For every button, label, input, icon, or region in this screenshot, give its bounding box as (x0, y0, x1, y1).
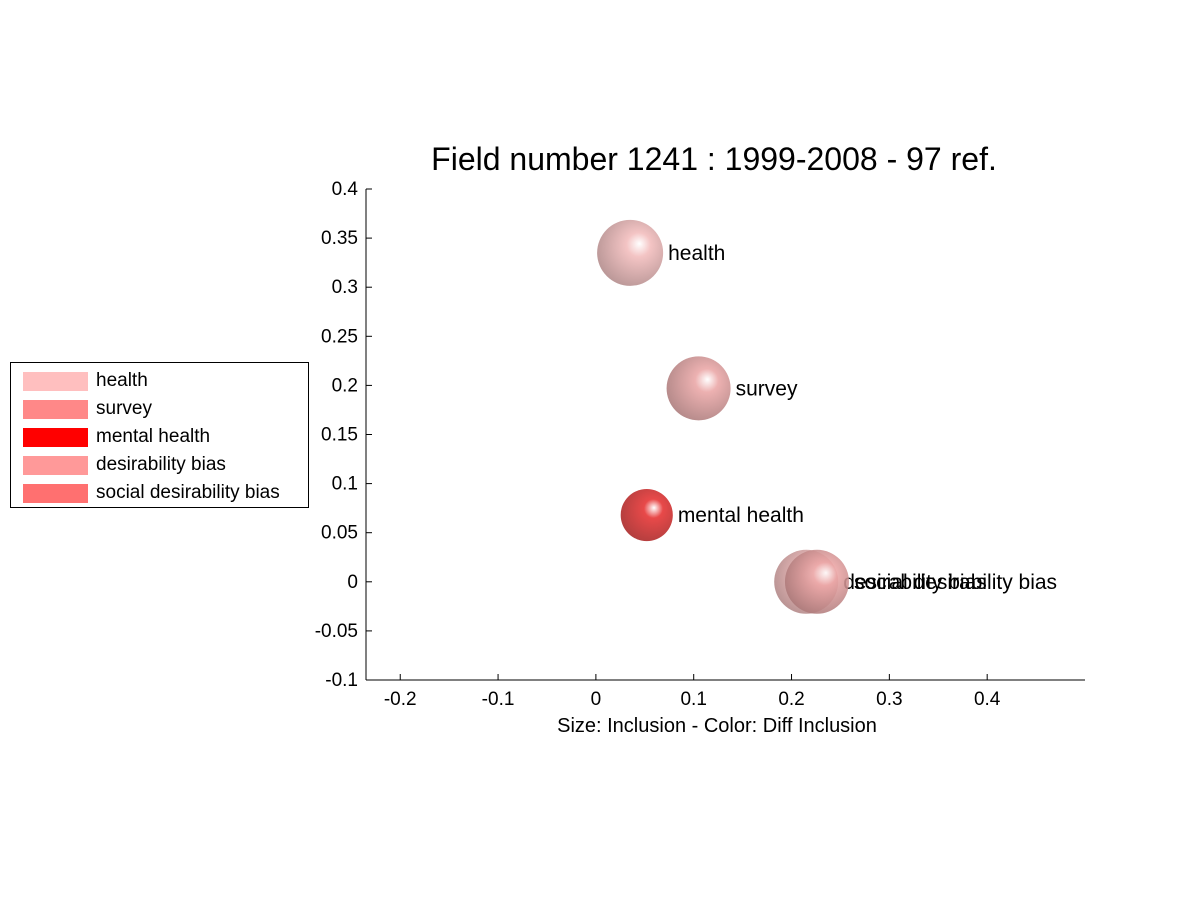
data-point-label: mental health (678, 504, 804, 527)
y-tick-label: 0.2 (332, 375, 358, 396)
y-tick-label: -0.05 (315, 621, 358, 642)
y-tick-label: 0.05 (321, 523, 358, 544)
x-tick-label: 0 (591, 689, 602, 710)
data-points: health survey mental health desirability bi… (597, 219, 1057, 614)
legend-item-health: health (23, 367, 148, 395)
x-tick-label: -0.2 (384, 689, 417, 710)
y-tick-label: 0.4 (332, 179, 359, 200)
data-point-label: social desirability bias (854, 571, 1057, 594)
y-tick-label: 0.3 (332, 277, 358, 298)
legend-swatch (23, 371, 88, 391)
legend-label: mental health (96, 426, 211, 447)
x-tick-label: -0.1 (482, 689, 515, 710)
x-tick-label: 0.3 (876, 689, 902, 710)
data-point (620, 488, 673, 542)
y-tick-label: -0.1 (325, 670, 358, 691)
x-tick-label: 0.1 (680, 689, 706, 710)
legend-label: survey (96, 398, 152, 419)
y-tick-label: 0.1 (332, 474, 358, 495)
y-tick-label: 0.35 (321, 228, 358, 249)
x-tick-label: 0.2 (778, 689, 804, 710)
data-point (784, 549, 849, 614)
x-axis-label: Size: Inclusion - Color: Diff Inclusion (557, 715, 877, 737)
legend-label: health (96, 370, 148, 391)
data-point (597, 219, 664, 286)
legend-swatch (23, 427, 88, 447)
x-tick-label: 0.4 (974, 689, 1001, 710)
data-point-label: health (668, 242, 725, 265)
legend-item-social-desirability-bias: social desirability bias (23, 479, 280, 507)
plot-axes: -0.1 -0.05 0 0.05 0.1 0.15 0.2 0.25 0.3 0.35 0.4 -0… (315, 179, 1085, 710)
legend-label: desirability bias (96, 454, 226, 475)
data-point-label: desirability bias (843, 571, 987, 594)
y-tick-label: 0 (347, 572, 358, 593)
chart-title: Field number 1241 : 1999-2008 - 97 ref. (431, 141, 997, 177)
legend-item-desirability-bias: desirability bias (23, 451, 226, 479)
y-tick-label: 0.15 (321, 425, 358, 446)
data-point (666, 356, 731, 421)
legend-label: social desirability bias (96, 482, 280, 503)
legend-swatch (23, 399, 88, 419)
legend-item-mental-health: mental health (23, 423, 210, 451)
y-tick-label: 0.25 (321, 326, 358, 347)
legend-swatch (23, 455, 88, 475)
legend-item-survey: survey (23, 395, 152, 423)
legend-swatch (23, 483, 88, 503)
data-point-label: survey (736, 377, 798, 400)
legend: health survey mental health desirability… (10, 362, 309, 508)
